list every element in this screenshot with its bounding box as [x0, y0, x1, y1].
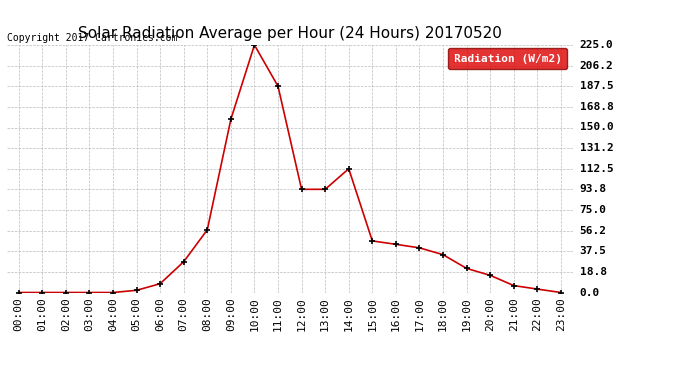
Text: 206.2: 206.2 — [580, 61, 613, 70]
Text: 75.0: 75.0 — [580, 205, 607, 215]
Text: 56.2: 56.2 — [580, 226, 607, 236]
Text: 225.0: 225.0 — [580, 40, 613, 50]
Text: 0.0: 0.0 — [580, 288, 600, 297]
Text: 93.8: 93.8 — [580, 184, 607, 194]
Text: 187.5: 187.5 — [580, 81, 613, 91]
Title: Solar Radiation Average per Hour (24 Hours) 20170520: Solar Radiation Average per Hour (24 Hou… — [78, 26, 502, 41]
Text: 150.0: 150.0 — [580, 123, 613, 132]
Legend: Radiation (W/m2): Radiation (W/m2) — [448, 48, 567, 69]
Text: 37.5: 37.5 — [580, 246, 607, 256]
Text: 168.8: 168.8 — [580, 102, 613, 112]
Text: 131.2: 131.2 — [580, 143, 613, 153]
Text: Copyright 2017 Cartronics.com: Copyright 2017 Cartronics.com — [7, 33, 177, 42]
Text: 112.5: 112.5 — [580, 164, 613, 174]
Text: 18.8: 18.8 — [580, 267, 607, 277]
